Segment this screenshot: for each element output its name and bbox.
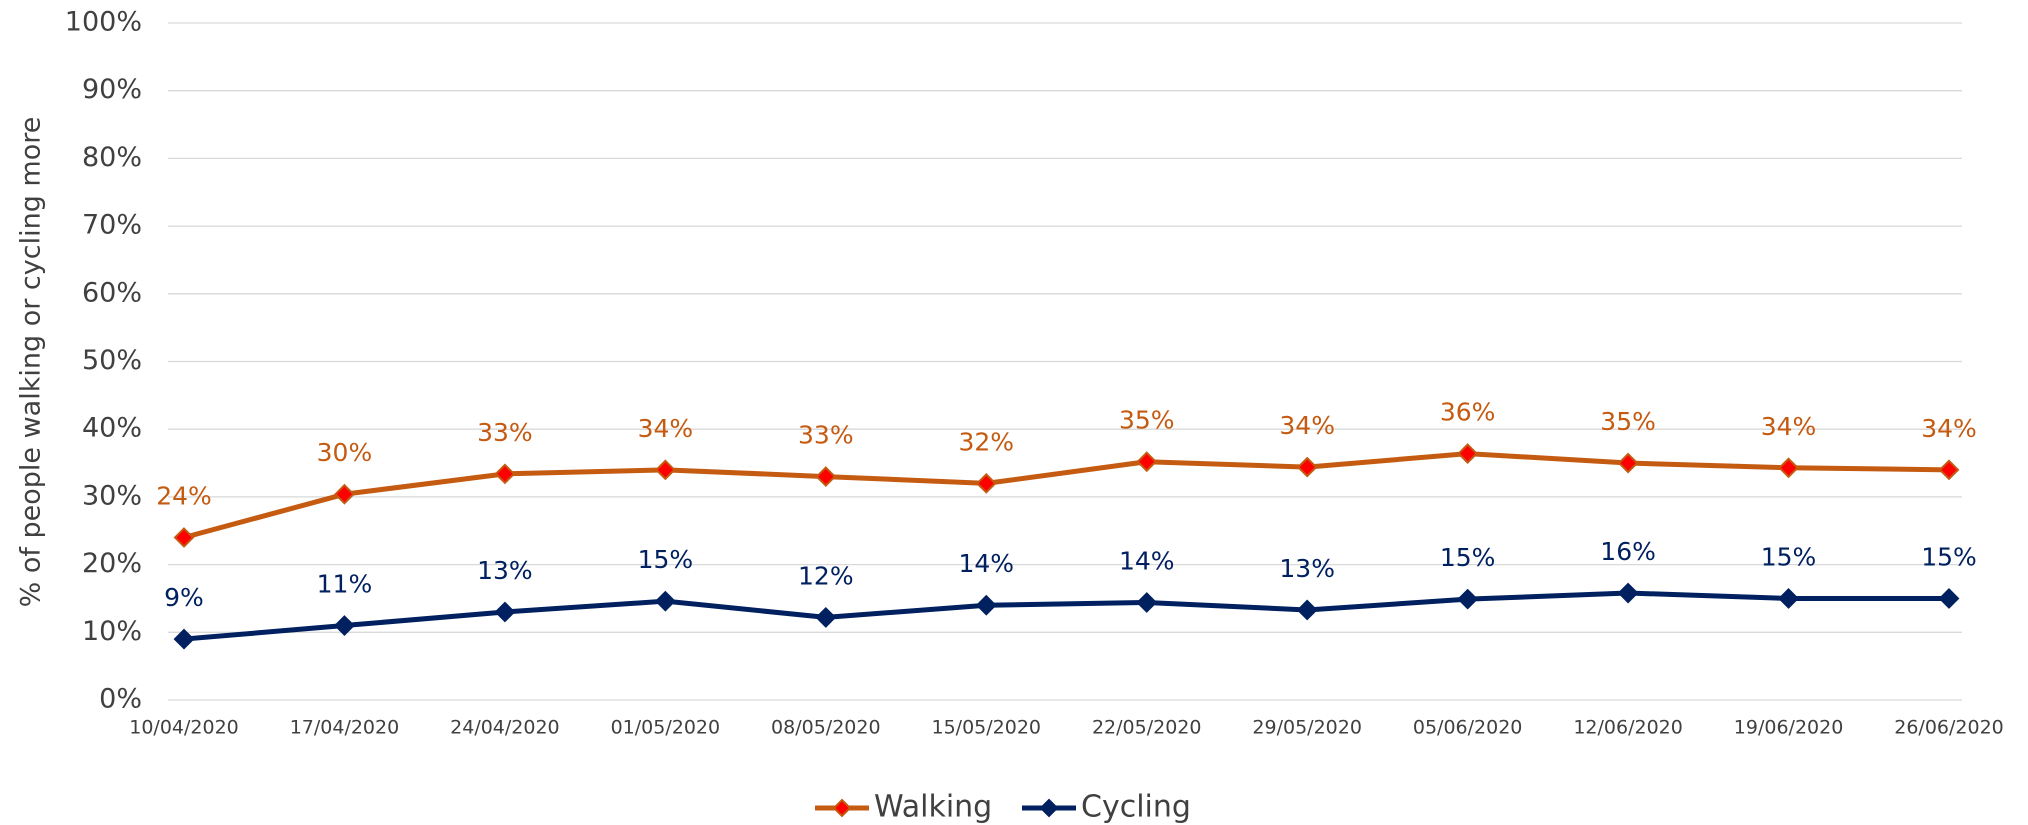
point-marker <box>1136 451 1158 473</box>
point-marker <box>173 628 195 650</box>
data-label: 13% <box>1279 554 1335 583</box>
x-tick-label: 08/05/2020 <box>771 717 881 739</box>
data-label: 30% <box>317 438 373 467</box>
x-tick-label: 01/05/2020 <box>611 717 721 739</box>
legend-marker <box>1039 798 1059 818</box>
point-marker <box>1296 599 1318 621</box>
point-marker <box>334 483 355 505</box>
point-marker <box>1457 443 1479 464</box>
x-tick-label: 26/06/2020 <box>1894 717 2004 739</box>
data-label: 35% <box>1600 407 1656 436</box>
point-marker <box>173 527 195 548</box>
point-marker <box>1938 588 1960 609</box>
data-label: 24% <box>156 482 212 511</box>
x-tick-label: 05/06/2020 <box>1413 717 1523 739</box>
x-tick-label: 19/06/2020 <box>1734 717 1844 739</box>
y-tick-label: 80% <box>82 142 142 173</box>
data-label: 12% <box>798 561 854 590</box>
data-label: 34% <box>638 414 694 443</box>
data-label: 15% <box>1440 543 1496 572</box>
legend-label: Walking <box>874 790 992 825</box>
data-label: 9% <box>164 583 204 612</box>
y-tick-label: 100% <box>65 7 142 38</box>
y-tick-label: 30% <box>82 480 142 511</box>
point-marker <box>1778 588 1799 609</box>
y-tick-label: 0% <box>99 684 142 715</box>
x-tick-label: 12/06/2020 <box>1573 717 1683 739</box>
point-marker <box>494 463 516 485</box>
y-tick-label: 50% <box>82 345 142 376</box>
data-label: 32% <box>958 427 1014 456</box>
data-label: 15% <box>638 545 694 574</box>
data-label: 34% <box>1761 412 1817 441</box>
data-label: 16% <box>1600 537 1656 566</box>
legend-marker <box>832 798 852 818</box>
data-label: 33% <box>798 421 854 450</box>
y-tick-label: 70% <box>82 210 142 241</box>
y-axis-title: % of people walking or cycling more <box>16 117 47 608</box>
point-marker <box>654 459 676 481</box>
data-label: 13% <box>477 556 533 585</box>
data-label: 34% <box>1921 414 1977 443</box>
point-marker <box>334 615 355 636</box>
point-marker <box>494 601 516 623</box>
x-tick-label: 15/05/2020 <box>932 717 1042 739</box>
series-line <box>183 451 1950 540</box>
point-marker <box>1617 452 1639 474</box>
y-tick-label: 60% <box>82 277 142 308</box>
point-marker <box>975 594 997 616</box>
data-label: 15% <box>1921 542 1977 571</box>
x-tick-label: 22/05/2020 <box>1092 717 1202 739</box>
data-label: 34% <box>1279 411 1335 440</box>
point-marker <box>1457 588 1479 610</box>
data-label: 14% <box>958 549 1014 578</box>
point-marker <box>654 590 676 612</box>
data-label: 14% <box>1119 547 1175 576</box>
data-label: 11% <box>317 570 373 599</box>
y-tick-label: 10% <box>82 616 142 647</box>
point-marker <box>815 466 837 488</box>
x-tick-label: 24/04/2020 <box>450 717 560 739</box>
data-label: 33% <box>477 418 533 447</box>
y-tick-label: 90% <box>82 74 142 105</box>
point-marker <box>1136 592 1158 613</box>
point-marker <box>1617 582 1639 604</box>
x-tick-label: 17/04/2020 <box>290 717 400 739</box>
point-marker <box>975 472 997 494</box>
point-marker <box>1296 456 1318 478</box>
point-marker <box>1778 457 1799 479</box>
series-line <box>183 590 1949 642</box>
legend-label: Cycling <box>1081 790 1191 825</box>
y-tick-label: 40% <box>82 413 142 444</box>
data-label: 36% <box>1440 398 1496 427</box>
data-label: 35% <box>1119 406 1175 435</box>
x-tick-label: 10/04/2020 <box>129 717 239 739</box>
point-marker <box>1938 459 1960 481</box>
point-marker <box>815 606 837 628</box>
x-tick-label: 29/05/2020 <box>1252 717 1362 739</box>
data-label: 15% <box>1761 542 1817 571</box>
y-tick-label: 20% <box>82 548 142 579</box>
